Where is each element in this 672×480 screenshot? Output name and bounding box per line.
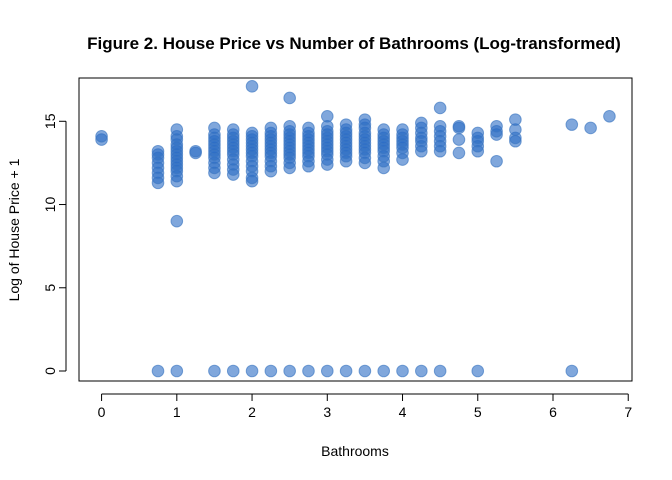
chart-title: Figure 2. House Price vs Number of Bathr… <box>87 34 621 53</box>
data-point <box>509 113 522 126</box>
data-point <box>433 101 447 115</box>
x-tick-label: 5 <box>474 404 482 420</box>
data-point <box>452 146 466 160</box>
data-point <box>471 126 485 140</box>
data-point <box>452 133 466 146</box>
data-point <box>264 121 278 135</box>
data-point <box>226 364 240 378</box>
data-point <box>283 364 296 378</box>
data-point <box>471 364 485 378</box>
y-tick-label: 15 <box>42 113 58 129</box>
data-point <box>490 119 503 133</box>
x-axis-label: Bathrooms <box>321 443 389 459</box>
data-point <box>433 119 447 133</box>
data-point <box>490 154 503 168</box>
data-point <box>283 91 296 105</box>
data-points <box>95 80 616 378</box>
data-point <box>151 364 165 378</box>
y-axis: 0 5 10 15 <box>42 113 67 375</box>
data-point <box>245 126 259 140</box>
data-point <box>283 119 296 133</box>
data-point <box>245 364 259 378</box>
data-point <box>264 364 278 378</box>
data-point <box>151 144 165 158</box>
data-point <box>320 109 334 123</box>
x-tick-label: 6 <box>549 404 557 420</box>
x-tick-label: 0 <box>98 404 106 420</box>
x-tick-label: 1 <box>173 404 181 420</box>
y-tick-label: 5 <box>42 284 58 292</box>
x-tick-label: 7 <box>624 404 632 420</box>
data-point <box>208 121 221 135</box>
data-point <box>339 118 353 131</box>
data-point <box>565 364 579 378</box>
data-point <box>415 364 428 378</box>
data-point <box>396 123 409 136</box>
data-point <box>358 113 372 126</box>
data-point <box>584 121 597 135</box>
data-point <box>603 109 616 123</box>
y-axis-label: Log of House Price + 1 <box>6 158 22 301</box>
data-point <box>302 364 315 378</box>
data-point <box>189 144 202 158</box>
data-point <box>433 364 447 378</box>
data-point <box>170 214 184 228</box>
data-point <box>565 118 579 131</box>
data-point <box>208 364 221 378</box>
data-point <box>302 121 315 135</box>
data-point <box>170 364 184 378</box>
data-point <box>396 364 409 378</box>
data-point <box>452 119 466 133</box>
data-point <box>245 80 259 93</box>
x-tick-label: 2 <box>248 404 256 420</box>
plot-frame <box>78 77 633 382</box>
data-point <box>358 364 372 378</box>
x-tick-label: 4 <box>399 404 407 420</box>
data-point <box>170 123 184 136</box>
x-axis: 0 1 2 3 4 5 6 7 <box>98 393 632 420</box>
data-point <box>95 129 108 143</box>
data-point <box>377 123 391 136</box>
data-point <box>320 364 334 378</box>
x-tick-label: 3 <box>323 404 331 420</box>
y-tick-label: 10 <box>42 197 58 213</box>
data-point <box>226 123 240 136</box>
data-point <box>377 364 391 378</box>
data-point <box>339 364 353 378</box>
y-tick-label: 0 <box>42 367 58 375</box>
data-point <box>415 116 428 130</box>
